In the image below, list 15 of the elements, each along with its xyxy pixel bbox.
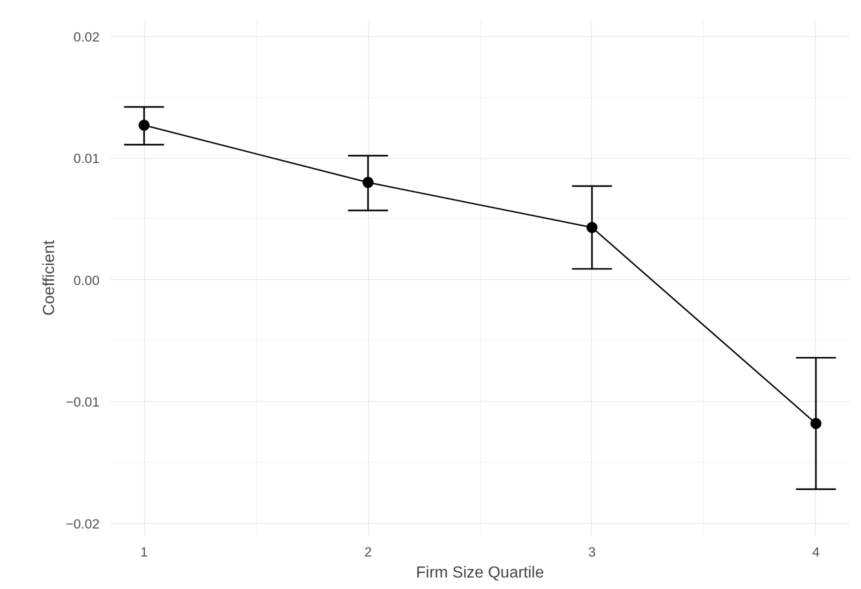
point <box>586 222 598 233</box>
x-tick-label: 3 <box>588 544 596 560</box>
point <box>138 120 150 131</box>
x-tick-label: 2 <box>364 544 372 560</box>
y-tick-label: −0.02 <box>66 516 100 532</box>
point <box>362 176 374 188</box>
y-axis-title: Coefficient <box>40 240 58 316</box>
y-tick-label: −0.01 <box>66 394 100 410</box>
point <box>810 418 822 429</box>
x-tick-label: 4 <box>812 544 820 560</box>
y-tick-label: 0.01 <box>74 151 100 166</box>
y-tick-label: 0.02 <box>74 29 100 44</box>
x-axis-title: Firm Size Quartile <box>416 564 544 582</box>
x-tick-label: 1 <box>140 544 148 560</box>
y-tick-label: 0.00 <box>74 272 100 288</box>
